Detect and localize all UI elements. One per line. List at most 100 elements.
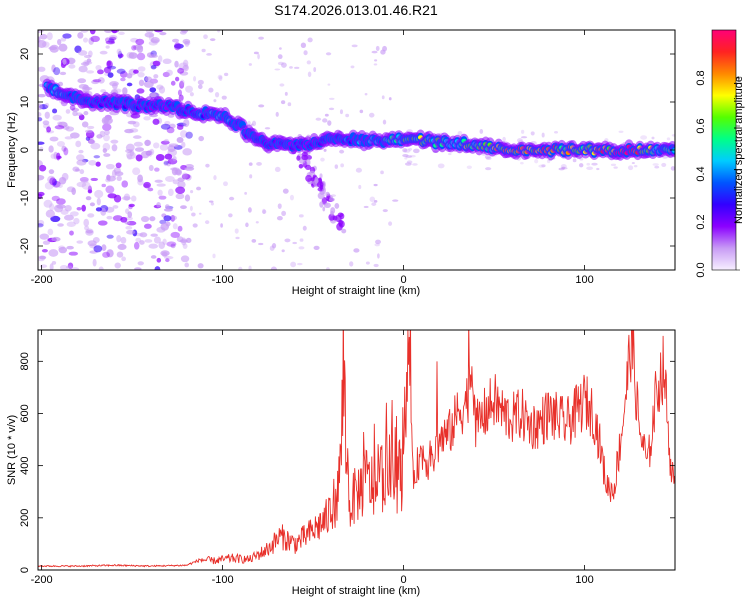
- heatmap-speckle: [322, 118, 328, 123]
- heatmap-speckle: [144, 32, 155, 38]
- heatmap-speckle: [197, 79, 204, 85]
- heatmap-speckle: [541, 164, 546, 168]
- spectrogram-heatmap: [38, 30, 675, 270]
- heatmap-speckle: [180, 130, 188, 138]
- heatmap-speckle: [82, 37, 89, 43]
- heatmap-speckle: [70, 267, 80, 270]
- heatmap-speckle: [85, 229, 94, 234]
- heatmap-speckle: [546, 158, 551, 164]
- heatmap-speckle: [330, 210, 334, 216]
- heatmap-speckle: [128, 52, 138, 59]
- heatmap-speckle: [305, 174, 312, 182]
- heatmap-speckle: [109, 81, 119, 87]
- heatmap-speckle: [340, 163, 344, 168]
- heatmap-speckle: [149, 87, 157, 93]
- heatmap-speckle: [42, 240, 51, 245]
- heatmap-speckle: [47, 228, 54, 236]
- heatmap-speckle: [137, 261, 144, 266]
- heatmap-speckle: [413, 148, 420, 154]
- heatmap-speckle: [86, 125, 95, 130]
- heatmap-speckle: [196, 186, 202, 191]
- snr-y-label: SNR (10 * v/v): [6, 415, 18, 485]
- heatmap-speckle: [80, 30, 89, 33]
- heatmap-speckle: [69, 104, 76, 111]
- heatmap-speckle: [116, 235, 122, 243]
- heatmap-speckle: [39, 255, 47, 260]
- heatmap-speckle: [274, 68, 281, 71]
- heatmap-speckle: [38, 219, 45, 226]
- heatmap-speckle: [38, 66, 46, 72]
- heatmap-speckle: [56, 141, 65, 147]
- heatmap-speckle: [49, 136, 59, 142]
- heatmap-speckle: [351, 44, 358, 48]
- heatmap-speckle: [43, 199, 53, 208]
- snr-series-line: [38, 330, 675, 568]
- heatmap-speckle: [197, 263, 204, 269]
- spectrogram-x-tick-label: 100: [575, 274, 593, 286]
- heatmap-speckle: [128, 204, 133, 210]
- heatmap-speckle: [299, 238, 304, 242]
- heatmap-speckle: [106, 175, 117, 182]
- heatmap-speckle: [39, 33, 48, 40]
- heatmap-speckle: [105, 45, 110, 49]
- heatmap-speckle: [274, 166, 281, 173]
- colorbar-label: Normalized spectral amplitude: [733, 76, 745, 224]
- heatmap-speckle: [334, 164, 339, 169]
- heatmap-speckle: [39, 233, 49, 240]
- heatmap-speckle: [371, 202, 377, 206]
- heatmap-speckle: [150, 233, 158, 237]
- heatmap-speckle: [172, 179, 180, 185]
- heatmap-speckle: [457, 131, 463, 136]
- heatmap-speckle: [177, 67, 185, 74]
- heatmap-speckle: [339, 109, 344, 115]
- heatmap-speckle: [373, 183, 378, 187]
- heatmap-speckle: [99, 50, 108, 55]
- heatmap-speckle: [88, 159, 97, 166]
- colorbar-frame: [711, 29, 737, 271]
- heatmap-speckle: [124, 128, 134, 134]
- heatmap-speckle: [388, 221, 393, 226]
- heatmap-speckle: [128, 203, 135, 208]
- heatmap-speckle: [591, 162, 598, 166]
- snr-frame: [37, 329, 676, 571]
- heatmap-speckle: [235, 236, 240, 240]
- heatmap-speckle: [67, 262, 74, 269]
- heatmap-speckle: [121, 180, 129, 188]
- heatmap-speckle: [119, 71, 128, 78]
- heatmap-speckle: [154, 266, 161, 270]
- heatmap-speckle: [666, 137, 671, 141]
- heatmap-speckle: [38, 103, 43, 111]
- heatmap-speckle: [307, 71, 312, 78]
- heatmap-speckle: [221, 95, 227, 100]
- heatmap-speckle: [208, 200, 214, 203]
- heatmap-speckle: [150, 64, 157, 70]
- heatmap-speckle: [163, 208, 173, 212]
- heatmap-speckle: [150, 39, 160, 43]
- heatmap-speckle: [149, 216, 156, 222]
- heatmap-speckle: [307, 37, 313, 43]
- heatmap-speckle: [87, 213, 95, 218]
- heatmap-speckle: [180, 79, 185, 87]
- heatmap-speckle: [339, 149, 345, 154]
- heatmap-speckle: [114, 171, 124, 177]
- heatmap-speckle: [183, 118, 190, 128]
- heatmap-speckle: [102, 148, 108, 153]
- colorbar-tick-label: 0.8: [695, 70, 707, 85]
- heatmap-speckle: [143, 80, 154, 88]
- heatmap-speckle: [289, 66, 293, 69]
- heatmap-speckle: [165, 69, 173, 76]
- heatmap-speckle: [89, 30, 96, 35]
- heatmap-speckle: [175, 186, 186, 194]
- heatmap-speckle: [223, 181, 228, 187]
- heatmap-speckle: [336, 222, 343, 231]
- heatmap-speckle: [117, 53, 124, 58]
- heatmap-speckle: [49, 203, 55, 211]
- heatmap-speckle: [300, 42, 307, 48]
- heatmap-speckle: [97, 69, 104, 75]
- heatmap-speckle: [374, 59, 378, 62]
- spectrogram-y-label: Frequency (Hz): [6, 112, 18, 188]
- heatmap-speckle: [58, 176, 67, 185]
- heatmap-speckle: [371, 50, 378, 54]
- heatmap-speckle: [337, 212, 344, 218]
- heatmap-speckle: [137, 174, 143, 183]
